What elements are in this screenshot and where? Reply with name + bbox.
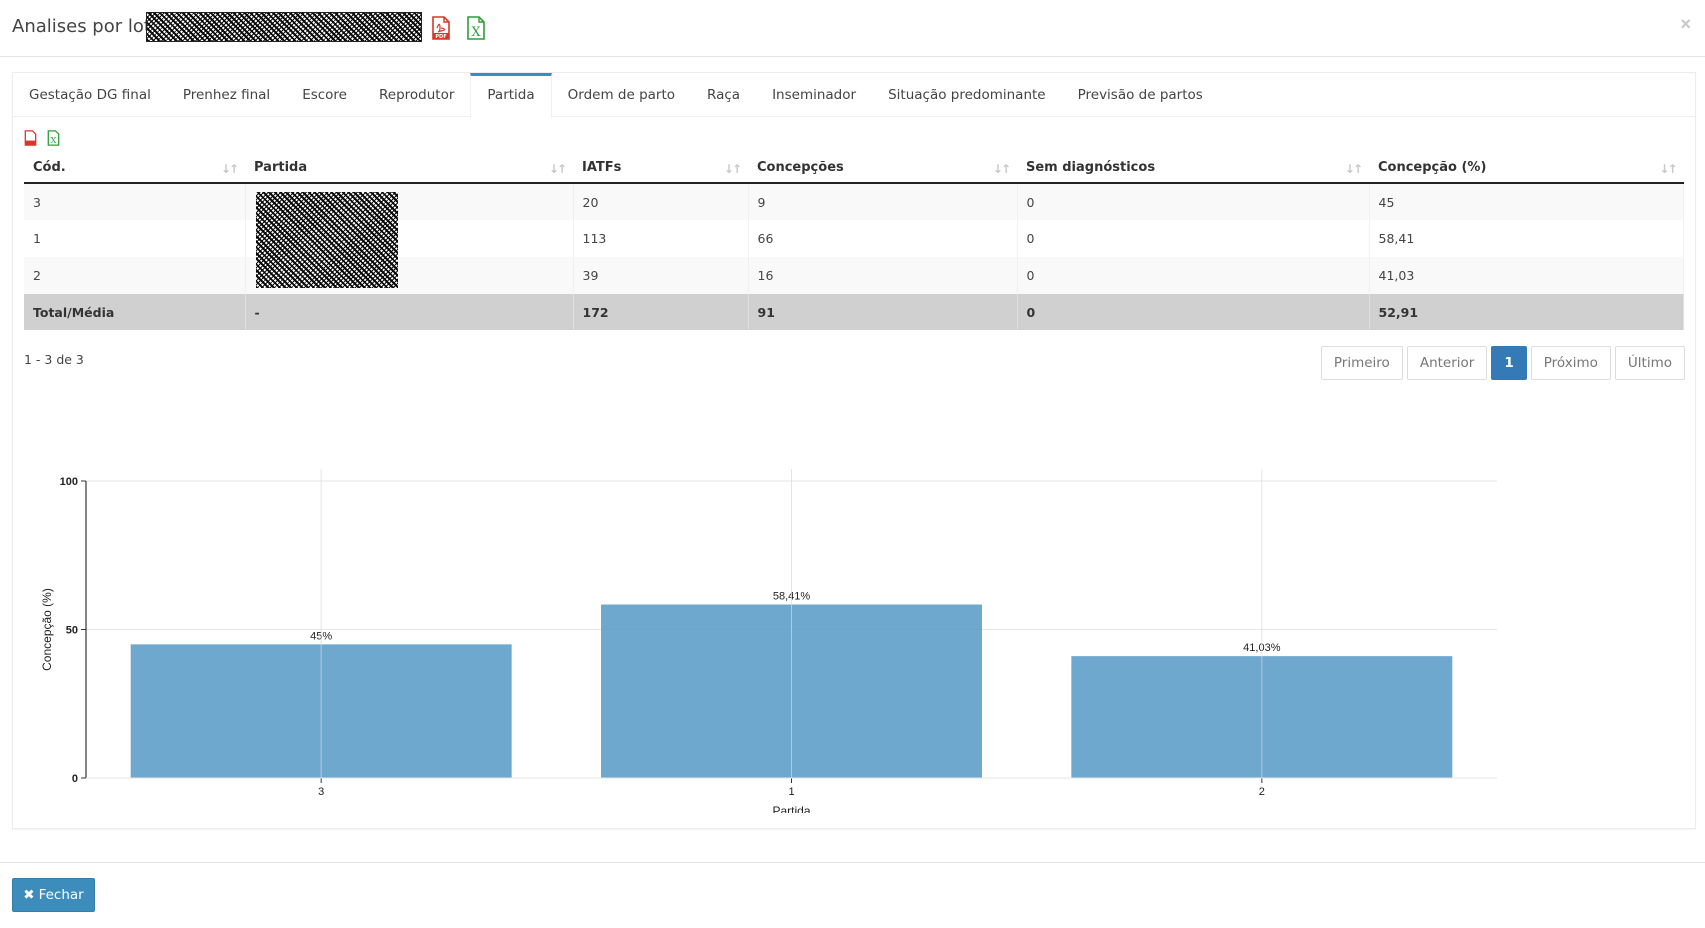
sort-icon: ↓↑ bbox=[1344, 162, 1363, 176]
table-row: 1 113 66 0 58,41 bbox=[24, 220, 1684, 257]
modal-header: Analises por lotes PDF X × bbox=[0, 0, 1705, 57]
excel-file-icon[interactable]: X bbox=[466, 16, 486, 43]
svg-text:X: X bbox=[50, 135, 56, 145]
sort-icon: ↓↑ bbox=[548, 162, 567, 176]
x-tick-label: 3 bbox=[318, 786, 324, 798]
tab-previsao-de-partos[interactable]: Previsão de partos bbox=[1077, 87, 1203, 103]
column-header-label: Concepções bbox=[757, 160, 844, 175]
page-last-button[interactable]: Último bbox=[1614, 346, 1685, 380]
tab-partida[interactable]: Partida bbox=[470, 73, 552, 118]
cell-concepcao-pct: 41,03 bbox=[1369, 257, 1684, 294]
pdf-file-icon[interactable]: PDF bbox=[431, 16, 451, 43]
cell-cod: 2 bbox=[24, 257, 246, 294]
record-count: 1 - 3 de 3 bbox=[24, 352, 84, 367]
data-table-wrapper: Cód. ↓↑ Partida ↓↑ IATFs ↓↑ Concepções ↓↑ Se… bbox=[24, 153, 1684, 330]
cell-sem-diagnosticos: 0 bbox=[1017, 183, 1370, 220]
column-header-partida[interactable]: Partida ↓↑ bbox=[245, 153, 573, 184]
pdf-export-icon[interactable] bbox=[24, 130, 37, 149]
close-button-label: Fechar bbox=[38, 887, 84, 903]
y-tick-label: 0 bbox=[72, 773, 78, 785]
total-iatfs: 172 bbox=[573, 294, 749, 330]
tab-raca[interactable]: Raça bbox=[707, 87, 741, 103]
tab-situacao-predominante[interactable]: Situação predominante bbox=[888, 87, 1046, 103]
cell-sem-diagnosticos: 0 bbox=[1017, 220, 1370, 257]
cell-partida bbox=[245, 183, 574, 288]
close-button[interactable]: ✖ Fechar bbox=[12, 878, 95, 912]
tab-prenhez-final[interactable]: Prenhez final bbox=[182, 87, 271, 103]
cell-concepcoes: 9 bbox=[748, 183, 1018, 220]
column-header-label: Sem diagnósticos bbox=[1026, 160, 1156, 175]
total-partida: - bbox=[245, 294, 574, 330]
svg-text:PDF: PDF bbox=[435, 34, 446, 40]
cell-concepcao-pct: 58,41 bbox=[1369, 220, 1684, 257]
redacted-partida bbox=[255, 192, 398, 288]
column-header-sem-diagnosticos[interactable]: Sem diagnósticos ↓↑ bbox=[1017, 153, 1369, 184]
column-header-concepcao-pct[interactable]: Concepção (%) ↓↑ bbox=[1369, 153, 1684, 184]
cell-cod: 3 bbox=[24, 183, 246, 220]
column-header-concepcoes[interactable]: Concepções ↓↑ bbox=[748, 153, 1017, 184]
column-header-cod[interactable]: Cód. ↓↑ bbox=[24, 153, 245, 184]
tab-gestacao-dg-final[interactable]: Gestação DG final bbox=[29, 87, 151, 103]
svg-text:X: X bbox=[471, 25, 481, 40]
sort-icon: ↓↑ bbox=[220, 162, 239, 176]
cell-sem-diagnosticos: 0 bbox=[1017, 257, 1370, 294]
column-header-label: Cód. bbox=[33, 160, 66, 175]
y-axis-label: Concepção (%) bbox=[40, 588, 54, 671]
tab-container: Gestação DG final Prenhez final Escore R… bbox=[12, 72, 1696, 829]
tab-reprodutor[interactable]: Reprodutor bbox=[379, 87, 455, 103]
redacted-lot-name bbox=[146, 12, 422, 42]
data-table: Cód. ↓↑ Partida ↓↑ IATFs ↓↑ Concepções ↓↑ Se… bbox=[24, 153, 1684, 330]
page-current-button[interactable]: 1 bbox=[1491, 346, 1527, 380]
table-total-row: Total/Média - 172 91 0 52,91 bbox=[24, 294, 1684, 330]
excel-export-icon[interactable]: X bbox=[47, 130, 60, 149]
times-icon: ✖ bbox=[23, 887, 35, 903]
modal-title: Analises por lotes bbox=[12, 16, 172, 37]
tab-escore[interactable]: Escore bbox=[302, 87, 347, 103]
x-axis-label: Partida bbox=[772, 804, 810, 813]
page-next-button[interactable]: Próximo bbox=[1530, 346, 1611, 380]
cell-cod: 1 bbox=[24, 220, 246, 257]
total-concepcao-pct: 52,91 bbox=[1369, 294, 1684, 330]
column-header-label: Partida bbox=[254, 160, 308, 175]
pagination: Primeiro Anterior 1 Próximo Último bbox=[1320, 346, 1685, 380]
tab-inseminador[interactable]: Inseminador bbox=[772, 87, 857, 103]
y-tick-label: 100 bbox=[60, 476, 78, 488]
x-tick-label: 1 bbox=[788, 786, 794, 798]
cell-iatfs: 39 bbox=[573, 257, 749, 294]
cell-concepcao-pct: 45 bbox=[1369, 183, 1684, 220]
cell-iatfs: 113 bbox=[573, 220, 749, 257]
total-label: Total/Média bbox=[24, 294, 246, 330]
sort-icon: ↓↑ bbox=[1659, 162, 1677, 176]
y-tick-label: 50 bbox=[66, 625, 78, 637]
cell-concepcoes: 66 bbox=[748, 220, 1018, 257]
sort-icon: ↓↑ bbox=[723, 162, 742, 176]
column-header-label: Concepção (%) bbox=[1378, 160, 1487, 175]
close-icon[interactable]: × bbox=[1680, 14, 1691, 34]
cell-iatfs: 20 bbox=[573, 183, 749, 220]
column-header-label: IATFs bbox=[582, 160, 622, 175]
table-row: 3 20 9 0 45 bbox=[24, 183, 1684, 288]
tab-ordem-de-parto[interactable]: Ordem de parto bbox=[567, 87, 676, 103]
total-sem-diagnosticos: 0 bbox=[1017, 294, 1370, 330]
column-header-iatfs[interactable]: IATFs ↓↑ bbox=[573, 153, 748, 184]
sort-icon: ↓↑ bbox=[992, 162, 1011, 176]
export-icons: X bbox=[24, 130, 60, 149]
cell-concepcoes: 16 bbox=[748, 257, 1018, 294]
tab-bar: Gestação DG final Prenhez final Escore R… bbox=[13, 73, 1695, 118]
x-tick-label: 2 bbox=[1259, 786, 1265, 798]
footer-divider bbox=[0, 862, 1705, 863]
total-concepcoes: 91 bbox=[748, 294, 1018, 330]
page-prev-button[interactable]: Anterior bbox=[1406, 346, 1488, 380]
page-first-button[interactable]: Primeiro bbox=[1320, 346, 1403, 380]
